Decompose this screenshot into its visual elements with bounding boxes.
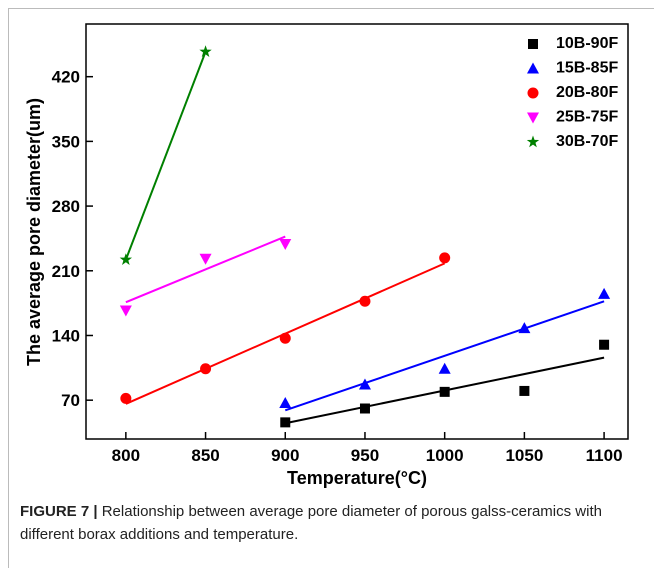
marker — [120, 392, 132, 404]
marker — [119, 253, 133, 265]
plot-frame — [85, 23, 629, 440]
figure-frame — [8, 8, 654, 568]
legend-label: 30B-70F — [556, 133, 618, 150]
chart: Temperature(°C) The average pore diamete… — [24, 23, 629, 488]
y-tick-label: 140 — [52, 326, 80, 345]
marker — [598, 287, 611, 299]
marker — [279, 396, 292, 408]
marker — [358, 378, 371, 390]
marker — [199, 253, 212, 265]
x-axis-title: Temperature(°C) — [287, 468, 427, 488]
marker — [599, 339, 610, 350]
x-tick-label: 850 — [191, 446, 219, 465]
y-axis-title: The average pore diameter(um) — [24, 98, 44, 366]
fit-line — [125, 235, 286, 304]
caption-text: Relationship between average pore diamet… — [20, 503, 602, 543]
marker — [439, 386, 450, 397]
legend-label: 20B-80F — [556, 84, 618, 101]
marker — [280, 417, 291, 428]
marker — [519, 385, 530, 396]
fit-line — [284, 300, 605, 412]
legend-marker — [527, 62, 539, 74]
marker — [279, 238, 292, 250]
fit-line — [124, 51, 207, 261]
x-tick-label: 1000 — [426, 446, 464, 465]
marker — [200, 363, 212, 375]
x-tick-label: 800 — [112, 446, 140, 465]
legend-marker — [527, 112, 539, 124]
caption-label: FIGURE 7 | — [20, 503, 98, 520]
legend-marker — [528, 39, 538, 49]
marker — [518, 322, 531, 334]
x-tick-label: 950 — [351, 446, 379, 465]
legend-marker — [527, 87, 539, 99]
x-tick-label: 1100 — [586, 446, 623, 465]
legend-label: 15B-85F — [556, 60, 618, 77]
y-tick-label: 350 — [52, 132, 80, 151]
marker — [199, 45, 212, 57]
y-tick-label: 70 — [61, 391, 80, 410]
marker — [119, 305, 132, 317]
marker — [359, 403, 370, 414]
y-tick-label: 210 — [52, 262, 80, 281]
y-tick-label: 420 — [52, 68, 80, 87]
marker — [438, 362, 451, 374]
y-tick-label: 280 — [52, 197, 80, 216]
legend-marker — [526, 135, 540, 148]
marker — [279, 332, 291, 344]
marker — [439, 252, 451, 264]
x-tick-label: 1050 — [505, 446, 543, 465]
legend-label: 25B-75F — [556, 109, 618, 126]
x-tick-label: 900 — [271, 446, 299, 465]
marker — [359, 295, 371, 307]
legend-label: 10B-90F — [556, 35, 618, 52]
caption: FIGURE 7 | Relationship between average … — [20, 500, 640, 546]
